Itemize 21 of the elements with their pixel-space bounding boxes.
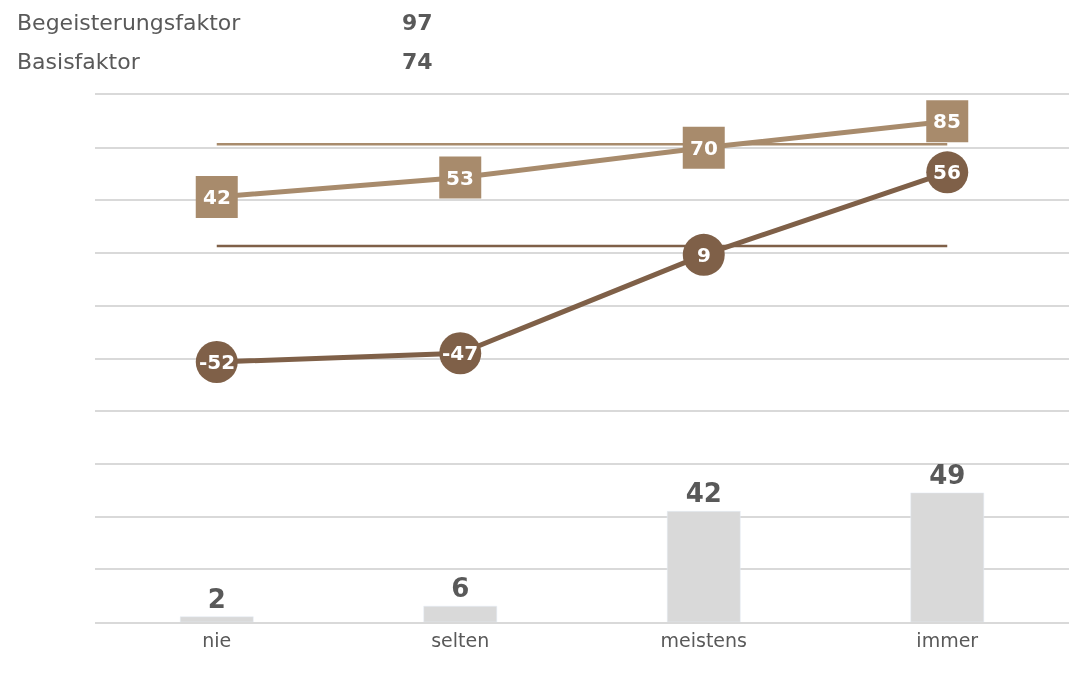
data-label: 56 [933, 160, 961, 184]
text: 74 [402, 49, 433, 74]
data-label: 2 [207, 583, 226, 614]
x-tick-label: meistens [660, 628, 747, 651]
text: Begeisterungsfaktor [17, 10, 242, 35]
point [682, 233, 725, 276]
x-tick-label: selten [431, 628, 490, 651]
data-label: -47 [442, 341, 479, 365]
text: 97 [402, 10, 433, 35]
data-label: 70 [690, 136, 718, 160]
data-label: 9 [697, 243, 711, 267]
data-label: 42 [203, 185, 231, 209]
data-label: 53 [446, 166, 474, 190]
data-label: 42 [685, 478, 722, 509]
data-label: -52 [199, 350, 236, 374]
text: Basisfaktor [17, 49, 141, 74]
x-tick-label: immer [916, 628, 979, 651]
data-label: 85 [933, 109, 961, 133]
data-label: 6 [451, 573, 470, 604]
data-label: 49 [929, 459, 966, 490]
x-tick-label: nie [202, 628, 232, 651]
